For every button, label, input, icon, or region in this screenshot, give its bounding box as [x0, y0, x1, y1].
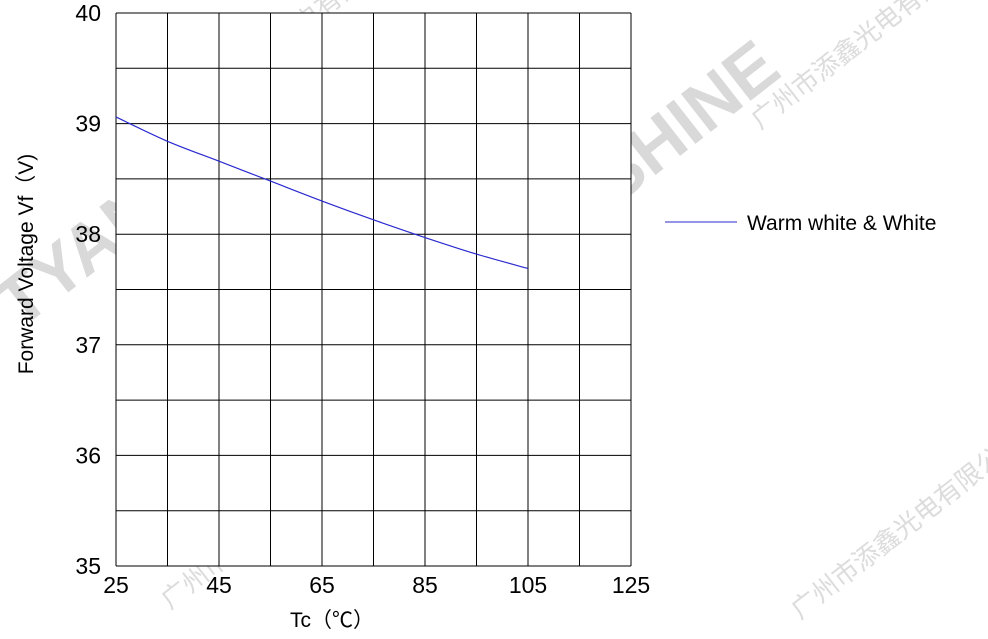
series-layer — [115, 116, 529, 270]
x-tick-label: 85 — [412, 572, 438, 598]
legend: Warm white & White — [665, 212, 936, 235]
tick-labels: 25 45 65 85 105 125 35 36 37 38 39 40 — [75, 0, 650, 598]
y-tick-label: 35 — [75, 553, 101, 579]
x-axis-title: Tc（℃） — [290, 609, 374, 632]
y-tick-label: 39 — [75, 111, 101, 137]
x-tick-label: 105 — [509, 572, 547, 598]
watermark-company: 广州市添鑫光电有限公司 — [785, 425, 988, 625]
y-tick-label: 40 — [75, 0, 101, 26]
watermark-company: 广州市添鑫光电有限公司 — [745, 0, 988, 135]
grid-layer — [115, 12, 632, 567]
y-axis-title: Forward Voltage Vf（V) — [15, 154, 38, 375]
legend-label-warm-white: Warm white & White — [747, 212, 936, 235]
y-tick-label: 36 — [75, 442, 101, 468]
x-tick-label: 25 — [103, 572, 129, 598]
x-tick-label: 65 — [309, 572, 335, 598]
y-tick-label: 38 — [75, 221, 101, 247]
x-tick-label: 125 — [612, 572, 650, 598]
series-line-warm-white — [115, 116, 529, 270]
x-tick-label: 45 — [206, 572, 232, 598]
y-tick-label: 37 — [75, 332, 101, 358]
